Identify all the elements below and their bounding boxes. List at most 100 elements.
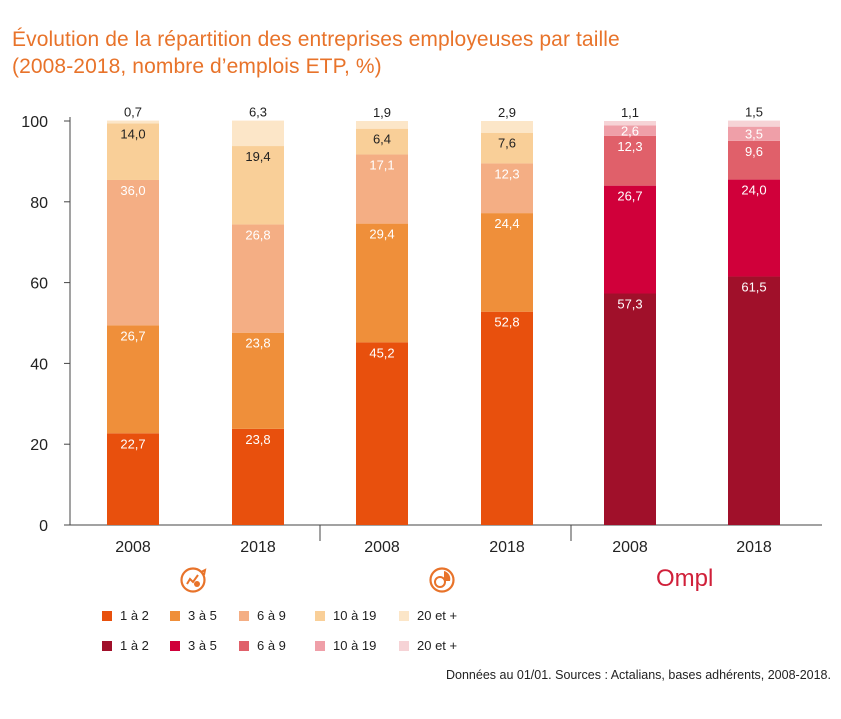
legend-item: 20 et +: [399, 638, 457, 653]
data-label: 36,0: [120, 183, 145, 198]
bar-segment: [604, 121, 656, 126]
chart-title: Évolution de la répartition des entrepri…: [12, 26, 620, 80]
data-label: 57,3: [617, 297, 642, 312]
bar-segment: [232, 224, 284, 333]
data-label: 26,8: [245, 227, 270, 242]
x-tick-label: 2008: [364, 539, 400, 556]
legend-swatch: [102, 640, 112, 651]
data-label: 14,0: [120, 126, 145, 141]
data-label: 9,6: [745, 144, 763, 159]
legend-label: 6 à 9: [257, 638, 286, 653]
legend-label: 20 et +: [417, 638, 458, 653]
y-tick-label: 40: [30, 356, 48, 373]
data-label: 61,5: [741, 280, 766, 295]
x-tick-label: 2018: [736, 539, 772, 556]
legend-item: 10 à 19: [315, 608, 376, 623]
data-label: 24,0: [741, 183, 766, 198]
data-label: 26,7: [617, 189, 642, 204]
y-tick-label: 80: [30, 195, 48, 212]
bar-segment: [481, 163, 533, 214]
data-label: 1,5: [745, 105, 763, 120]
legend-item: 3 à 5: [170, 608, 217, 623]
data-label: 6,3: [249, 105, 267, 120]
bar-segment: [356, 223, 408, 343]
bar-segment: [728, 179, 780, 277]
data-label: 23,8: [245, 432, 270, 447]
legend-label: 1 à 2: [120, 638, 149, 653]
data-label: 3,5: [745, 127, 763, 142]
legend-item: 6 à 9: [239, 638, 286, 653]
legend-label: 6 à 9: [257, 608, 286, 623]
bar-segment: [356, 121, 408, 129]
chart-title-line1: Évolution de la répartition des entrepri…: [12, 28, 620, 51]
y-tick-label: 0: [39, 518, 48, 535]
bar-segment: [232, 146, 284, 225]
data-label: 29,4: [369, 227, 394, 242]
legend-item: 1 à 2: [102, 608, 149, 623]
bar-segment: [728, 126, 780, 141]
legend-item: 10 à 19: [315, 638, 376, 653]
legend-item: 3 à 5: [170, 638, 217, 653]
legend-swatch: [315, 610, 325, 621]
bar-segment: [481, 132, 533, 164]
bar-segment: [356, 342, 408, 525]
bar-segment: [728, 140, 780, 180]
data-label: 2,6: [621, 124, 639, 139]
data-label: 22,7: [120, 436, 145, 451]
legend-swatch: [170, 610, 180, 621]
svg-text:Ompl: Ompl: [656, 565, 713, 592]
legend-item: 1 à 2: [102, 638, 149, 653]
data-label: 12,3: [617, 139, 642, 154]
chart-title-line2: (2008-2018, nombre d’emplois ETP, %): [12, 55, 382, 78]
bar-segment: [356, 154, 408, 224]
legend-swatch: [315, 640, 325, 651]
bar-segment: [604, 125, 656, 136]
bar-segment: [604, 135, 656, 186]
stacked-bar-chart: 0 20 40 60 80 100 22,7 26,7 36,0 14,0 0,7 2008 23,8 2…: [21, 105, 822, 556]
bar-segment: [481, 311, 533, 525]
data-label: 24,4: [494, 216, 519, 231]
y-tick-label: 60: [30, 276, 48, 293]
data-label: 19,4: [245, 149, 270, 164]
legend-swatch: [399, 610, 409, 621]
source-note: Données au 01/01. Sources : Actalians, b…: [446, 668, 831, 682]
bar-segment: [481, 121, 533, 133]
legend-label: 3 à 5: [188, 638, 217, 653]
data-label: 17,1: [369, 158, 394, 173]
data-label: 1,1: [621, 105, 639, 120]
data-label: 12,3: [494, 166, 519, 181]
legend-swatch: [170, 640, 180, 651]
data-label: 1,9: [373, 105, 391, 120]
x-tick-label: 2008: [612, 539, 648, 556]
bar-segment: [232, 428, 284, 525]
bar-segment: [604, 185, 656, 294]
legend-label: 20 et +: [417, 608, 458, 623]
pie-chart-icon: [429, 567, 455, 593]
data-label: 0,7: [124, 105, 142, 120]
data-label: 23,8: [245, 336, 270, 351]
bar-segment: [232, 120, 284, 147]
x-tick-label: 2008: [115, 539, 151, 556]
legend-label: 10 à 19: [333, 638, 377, 653]
legend-swatch: [102, 610, 112, 621]
x-tick-label: 2018: [489, 539, 525, 556]
y-tick-label: 20: [30, 437, 48, 454]
x-tick-label: 2018: [240, 539, 276, 556]
data-label: 7,6: [498, 136, 516, 151]
legend-label: 10 à 19: [333, 608, 377, 623]
bar-segment: [356, 128, 408, 155]
legend-item: 20 et +: [399, 608, 457, 623]
legend-swatch: [239, 640, 249, 651]
ompl-logo: Ompl: [656, 565, 713, 592]
legend-label: 3 à 5: [188, 608, 217, 623]
data-label: 2,9: [498, 105, 516, 120]
chart-gear-icon: [180, 567, 207, 593]
bar-segment: [604, 293, 656, 525]
bar-segment: [728, 276, 780, 525]
y-tick-label: 100: [21, 114, 48, 131]
legend-swatch: [399, 640, 409, 651]
data-label: 26,7: [120, 328, 145, 343]
bar-segment: [107, 120, 159, 124]
data-label: 6,4: [373, 132, 391, 147]
bar-segment: [107, 179, 159, 326]
